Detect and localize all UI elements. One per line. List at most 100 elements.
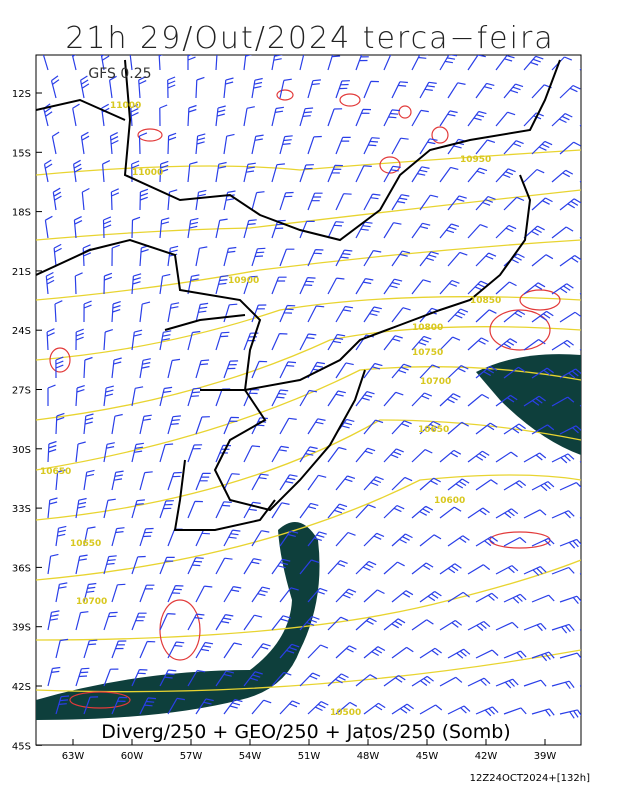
- wind-barb: [139, 188, 149, 211]
- wind-barb: [82, 244, 92, 267]
- wind-barb: [271, 55, 283, 71]
- wind-barb: [215, 275, 229, 295]
- wind-barb: [139, 584, 155, 603]
- wind-barb: [363, 532, 385, 547]
- wind-barb: [215, 218, 228, 239]
- wind-barb: [588, 256, 610, 266]
- wind-barb: [271, 445, 289, 463]
- wind-barb: [391, 590, 414, 603]
- wind-barb: [411, 562, 434, 575]
- lat-label: 39S: [12, 623, 31, 634]
- wind-barb: [243, 106, 255, 127]
- wind-barb: [131, 386, 144, 407]
- wind-barb: [588, 200, 609, 210]
- wind-barb: [411, 55, 429, 71]
- wind-barb: [363, 589, 385, 603]
- wind-barb: [467, 677, 491, 687]
- wind-barb: [103, 329, 113, 351]
- wind-barb: [531, 708, 555, 717]
- wind-barb: [503, 366, 526, 379]
- wind-barb: [467, 337, 489, 351]
- wind-barb: [131, 555, 146, 575]
- wind-barb: [363, 193, 381, 211]
- wind-barb: [111, 527, 125, 547]
- contour-labels: 11000 11000 10950 10900 10850 10800 10750 10700…: [40, 101, 501, 718]
- wind-barb: [475, 139, 496, 155]
- wind-barb: [391, 250, 411, 267]
- wind-barb: [531, 140, 553, 155]
- wind-barb: [187, 387, 202, 407]
- wind-barb: [251, 77, 263, 99]
- wind-barb: [44, 215, 53, 239]
- map-layers: [36, 55, 610, 720]
- wind-barb: [271, 671, 292, 687]
- wind-barb: [187, 444, 203, 463]
- wind-barb: [74, 272, 83, 295]
- lon-label: 39W: [534, 751, 557, 762]
- wind-barb: [299, 164, 314, 183]
- wind-barb: [411, 619, 434, 631]
- wind-barb: [159, 443, 174, 463]
- lat-label: 12S: [12, 89, 31, 100]
- wind-barb: [588, 86, 609, 98]
- wind-barb: [299, 615, 320, 631]
- wind-barb: [307, 249, 324, 267]
- wind-barb: [447, 82, 466, 99]
- wind-barb: [523, 622, 547, 632]
- wind-barb: [131, 669, 148, 687]
- wind-barb: [271, 276, 287, 295]
- wind-barb: [411, 392, 433, 407]
- wind-barb: [103, 668, 119, 687]
- wind-barb: [419, 647, 442, 659]
- longitude-labels: 63W 60W 57W 54W 51W 48W 45W 42W 39W: [62, 739, 557, 762]
- wind-barb: [531, 254, 554, 267]
- wind-barb: [579, 348, 581, 351]
- wind-barb: [383, 222, 402, 239]
- wind-barb: [327, 333, 346, 351]
- wind-barb: [215, 331, 230, 351]
- wind-barb: [243, 445, 261, 463]
- lat-label: 33S: [12, 504, 31, 515]
- wind-barb: [551, 396, 575, 407]
- wind-barb: [251, 247, 266, 267]
- wind-barb: [215, 55, 218, 71]
- contour-label: 10900: [228, 276, 259, 286]
- wind-barb: [279, 361, 297, 379]
- wind-barb: [158, 55, 163, 71]
- wind-barb: [327, 390, 346, 407]
- wind-barb: [243, 671, 263, 687]
- wind-barb: [531, 197, 553, 211]
- wind-barb: [223, 190, 236, 211]
- lon-label: 51W: [298, 751, 321, 762]
- wind-barb: [355, 447, 376, 463]
- wind-barb: [83, 696, 99, 715]
- wind-barb: [419, 420, 441, 435]
- wind-barb: [111, 583, 126, 603]
- wind-barb: [131, 499, 145, 519]
- lon-label: 42W: [475, 751, 498, 762]
- wind-barb: [167, 76, 176, 99]
- latitude-labels: 12S 15S 18S 21S 24S 27S 30S 33S 36S 39S 42S 45S: [12, 89, 42, 752]
- contour-label: 10700: [76, 597, 107, 607]
- wind-barb: [299, 389, 318, 407]
- wind-barb: [551, 510, 575, 519]
- wind-barb: [355, 391, 375, 407]
- wind-barb: [243, 614, 263, 631]
- wind-barb: [579, 404, 581, 407]
- wind-barb: [251, 530, 270, 547]
- wind-barb: [243, 55, 253, 71]
- wind-barb: [215, 501, 232, 519]
- wind-barb: [187, 217, 199, 239]
- wind-barb: [588, 370, 610, 378]
- wind-barb: [579, 68, 581, 71]
- wind-barb: [251, 191, 265, 211]
- wind-barb: [391, 420, 412, 435]
- wind-barb: [439, 449, 462, 463]
- wind-barb: [299, 333, 317, 351]
- lon-label: 48W: [357, 751, 380, 762]
- wind-barb: [355, 55, 369, 71]
- wind-barb: [503, 536, 527, 547]
- wind-barb: [383, 55, 392, 71]
- wind-barb: [307, 305, 325, 323]
- wind-barb: [523, 452, 547, 463]
